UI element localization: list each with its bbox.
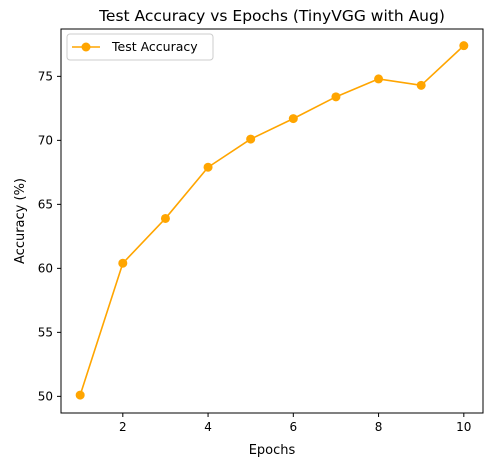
data-point-epoch-3 (160, 213, 170, 223)
y-tick-label-70: 70 (38, 133, 53, 147)
legend-marker-sample (81, 42, 91, 52)
plot-frame (60, 28, 484, 414)
x-tick-label-6: 6 (289, 420, 297, 434)
y-tick-label-60: 60 (38, 261, 53, 275)
ticks-layer: 2 4 6 8 10 50 55 60 65 70 75 (38, 69, 472, 434)
data-point-epoch-6 (288, 114, 298, 124)
y-tick-label-65: 65 (38, 197, 53, 211)
legend: Test Accuracy (66, 33, 214, 61)
y-tick-label-75: 75 (38, 69, 53, 83)
chart-title: Test Accuracy vs Epochs (TinyVGG with Au… (98, 7, 445, 25)
data-point-epoch-9 (416, 80, 426, 90)
legend-box (66, 33, 214, 61)
series-layer (75, 41, 469, 400)
data-point-epoch-2 (118, 258, 128, 268)
x-tick-label-10: 10 (456, 420, 471, 434)
x-tick-label-8: 8 (375, 420, 383, 434)
y-axis-label: Accuracy (%) (13, 178, 28, 264)
data-point-epoch-7 (331, 92, 341, 102)
x-tick-label-2: 2 (119, 420, 127, 434)
data-point-epoch-1 (75, 390, 85, 400)
series-line-0 (79, 45, 465, 396)
y-tick-label-55: 55 (38, 325, 53, 339)
data-point-epoch-4 (203, 162, 213, 172)
data-point-epoch-5 (246, 134, 256, 144)
x-axis-label: Epochs (249, 443, 296, 458)
y-tick-label-50: 50 (38, 389, 53, 403)
data-point-epoch-8 (374, 74, 384, 84)
data-point-epoch-10 (459, 41, 469, 51)
x-tick-label-4: 4 (204, 420, 212, 434)
legend-label-test-accuracy: Test Accuracy (111, 39, 198, 54)
